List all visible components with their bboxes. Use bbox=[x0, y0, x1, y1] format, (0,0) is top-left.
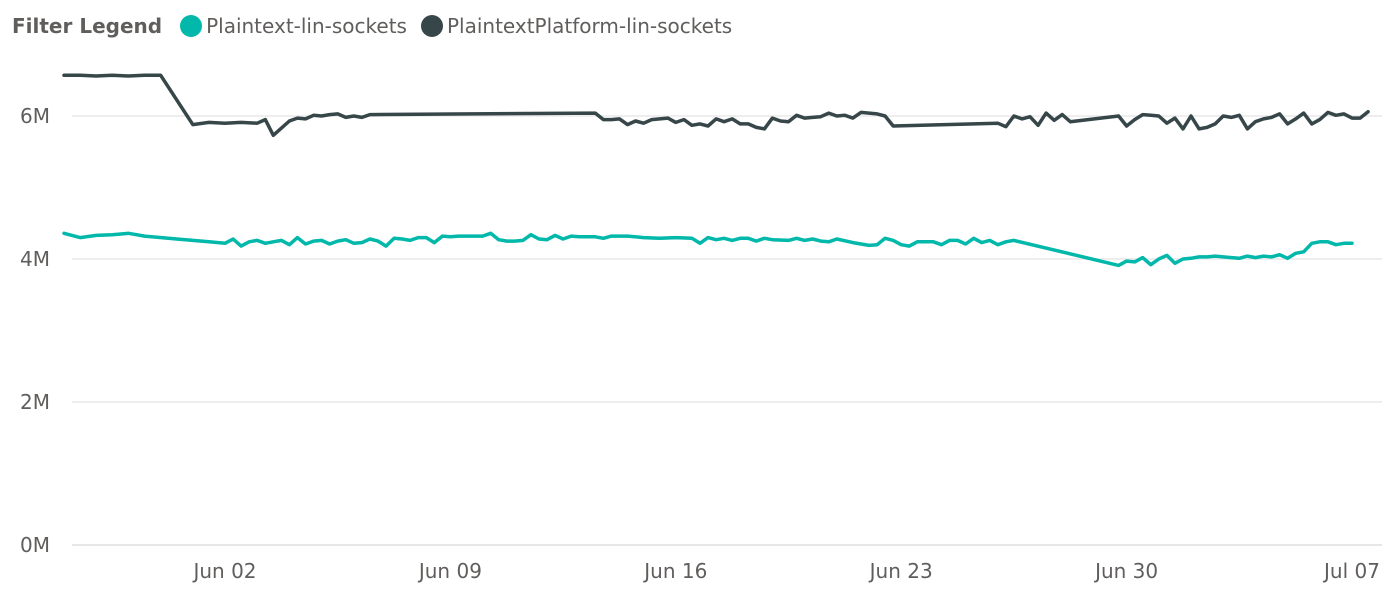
legend: Filter Legend Plaintext-lin-sockets Plai… bbox=[12, 10, 746, 42]
legend-dot-icon bbox=[420, 15, 443, 37]
legend-item-label: Plaintext-lin-sockets bbox=[206, 14, 407, 38]
x-tick-label: Jun 16 bbox=[642, 559, 707, 583]
legend-item-plaintext[interactable]: Plaintext-lin-sockets bbox=[180, 14, 407, 38]
x-tick-label: Jun 23 bbox=[868, 559, 933, 583]
x-tick-label: Jun 02 bbox=[191, 559, 256, 583]
legend-item-label: PlaintextPlatform-lin-sockets bbox=[446, 14, 733, 38]
series-line-plaintext bbox=[62, 231, 1354, 268]
legend-dot-icon bbox=[180, 15, 203, 37]
legend-item-plaintext-platform[interactable]: PlaintextPlatform-lin-sockets bbox=[420, 14, 733, 38]
y-tick-label: 4M bbox=[20, 247, 50, 271]
legend-title: Filter Legend bbox=[12, 14, 163, 38]
x-tick-label: Jun 30 bbox=[1093, 559, 1158, 583]
y-tick-label: 0M bbox=[20, 533, 50, 557]
y-tick-label: 6M bbox=[20, 104, 50, 128]
series-line-plaintext-platform bbox=[62, 73, 1370, 138]
x-tick-label: Jul 07 bbox=[1322, 559, 1380, 583]
y-tick-label: 2M bbox=[20, 390, 50, 414]
x-tick-label: Jun 09 bbox=[417, 559, 482, 583]
